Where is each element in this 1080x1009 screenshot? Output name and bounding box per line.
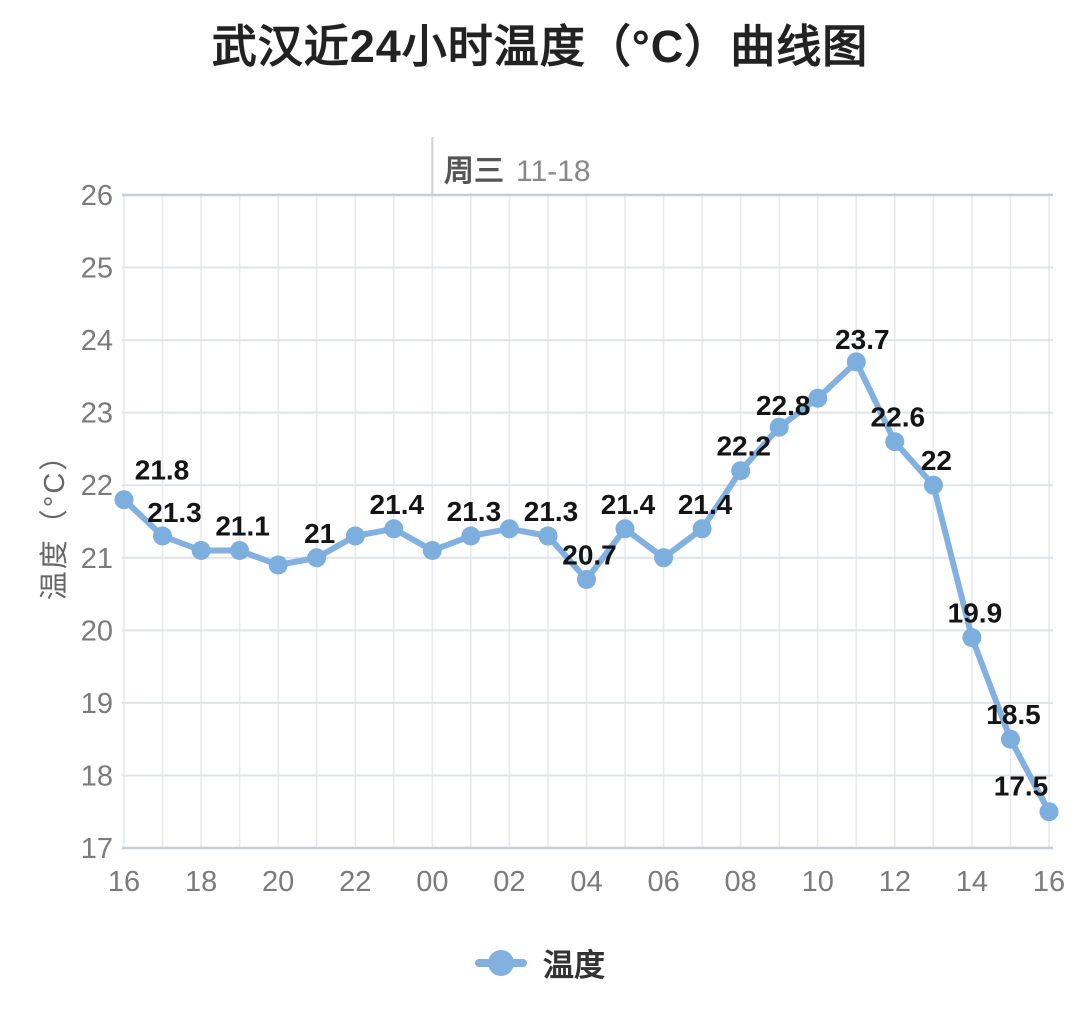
y-tick-label: 26 [81, 180, 113, 212]
y-tick-label: 23 [81, 398, 113, 430]
data-point-03h[interactable] [538, 526, 558, 546]
data-label-19h: 21.1 [215, 511, 270, 542]
x-tick-label: 12 [879, 866, 911, 898]
y-tick-label: 25 [81, 253, 113, 285]
legend-label: 温度 [543, 948, 605, 983]
data-label-12h: 22.6 [871, 402, 926, 433]
data-point-18h[interactable] [191, 541, 211, 560]
data-point-16h[interactable] [114, 490, 134, 510]
x-tick-label: 20 [262, 866, 294, 898]
data-point-05h[interactable] [615, 519, 635, 539]
y-tick-label: 18 [81, 760, 113, 792]
data-label-05h: 21.4 [601, 489, 656, 520]
data-label-17h: 21.3 [147, 497, 202, 528]
x-tick-label: 04 [570, 866, 602, 898]
data-label-14h: 19.9 [948, 598, 1003, 629]
data-point-04h[interactable] [577, 570, 596, 589]
day-marker-weekday: 周三 [444, 155, 504, 188]
x-tick-label: 00 [416, 866, 448, 898]
x-tick-label: 16 [1033, 866, 1065, 898]
data-label-15h: 18.5 [986, 699, 1041, 730]
data-point-15h[interactable] [1001, 729, 1020, 749]
data-label-01h: 21.3 [447, 496, 502, 527]
data-label-03h: 21.3 [524, 496, 579, 527]
data-point-02h[interactable] [499, 519, 519, 539]
data-label-16h: 21.8 [135, 455, 190, 486]
data-point-16h[interactable] [1039, 802, 1059, 822]
data-point-11h[interactable] [846, 352, 866, 372]
data-point-10h[interactable] [808, 388, 828, 408]
data-point-09h[interactable] [769, 417, 789, 437]
data-point-01h[interactable] [461, 526, 481, 546]
data-label-08h: 22.2 [716, 431, 771, 462]
data-point-14h[interactable] [962, 628, 982, 648]
x-tick-label: 08 [725, 866, 757, 898]
x-tick-label: 16 [108, 866, 140, 898]
legend-item-temperature[interactable]: 温度 [0, 940, 1080, 985]
data-point-21h[interactable] [307, 548, 327, 568]
day-marker: 周三 11-18 [444, 146, 591, 190]
data-point-17h[interactable] [153, 526, 172, 546]
x-tick-label: 14 [956, 866, 988, 898]
data-point-19h[interactable] [230, 541, 250, 560]
y-tick-label: 19 [81, 688, 113, 720]
data-point-22h[interactable] [345, 526, 365, 546]
y-tick-label: 17 [81, 833, 113, 865]
x-tick-label: 10 [802, 866, 834, 898]
data-label-04h: 20.7 [562, 540, 617, 571]
data-point-12h[interactable] [885, 432, 905, 452]
y-tick-label: 21 [81, 543, 113, 575]
y-tick-label: 22 [81, 470, 113, 502]
y-axis-title: 温度（°C） [39, 439, 71, 601]
data-point-13h[interactable] [923, 475, 943, 495]
data-label-11h: 23.7 [835, 324, 890, 355]
data-label-21h: 21 [304, 518, 335, 549]
day-marker-date: 11-18 [516, 155, 591, 188]
y-tick-label: 24 [81, 325, 113, 357]
chart-title: 武汉近24小时温度（°C）曲线图 [211, 21, 869, 72]
y-tick-label: 20 [81, 615, 113, 647]
legend-line-marker-icon [475, 949, 527, 976]
data-label-16h: 17.5 [994, 771, 1049, 802]
data-point-20h[interactable] [268, 555, 288, 575]
legend-dot-icon [488, 949, 514, 976]
x-tick-label: 18 [185, 866, 217, 898]
data-point-08h[interactable] [731, 461, 751, 481]
data-label-09h: 22.8 [756, 390, 811, 421]
data-point-06h[interactable] [654, 548, 674, 568]
x-tick-label: 02 [493, 866, 525, 898]
x-tick-label: 22 [339, 866, 371, 898]
data-label-13h: 22 [921, 445, 952, 476]
data-label-07h: 21.4 [678, 489, 733, 520]
data-point-00h[interactable] [422, 541, 442, 560]
data-point-23h[interactable] [384, 519, 404, 539]
data-point-07h[interactable] [692, 519, 712, 539]
data-label-23h: 21.4 [370, 489, 425, 520]
x-tick-label: 06 [647, 866, 679, 898]
